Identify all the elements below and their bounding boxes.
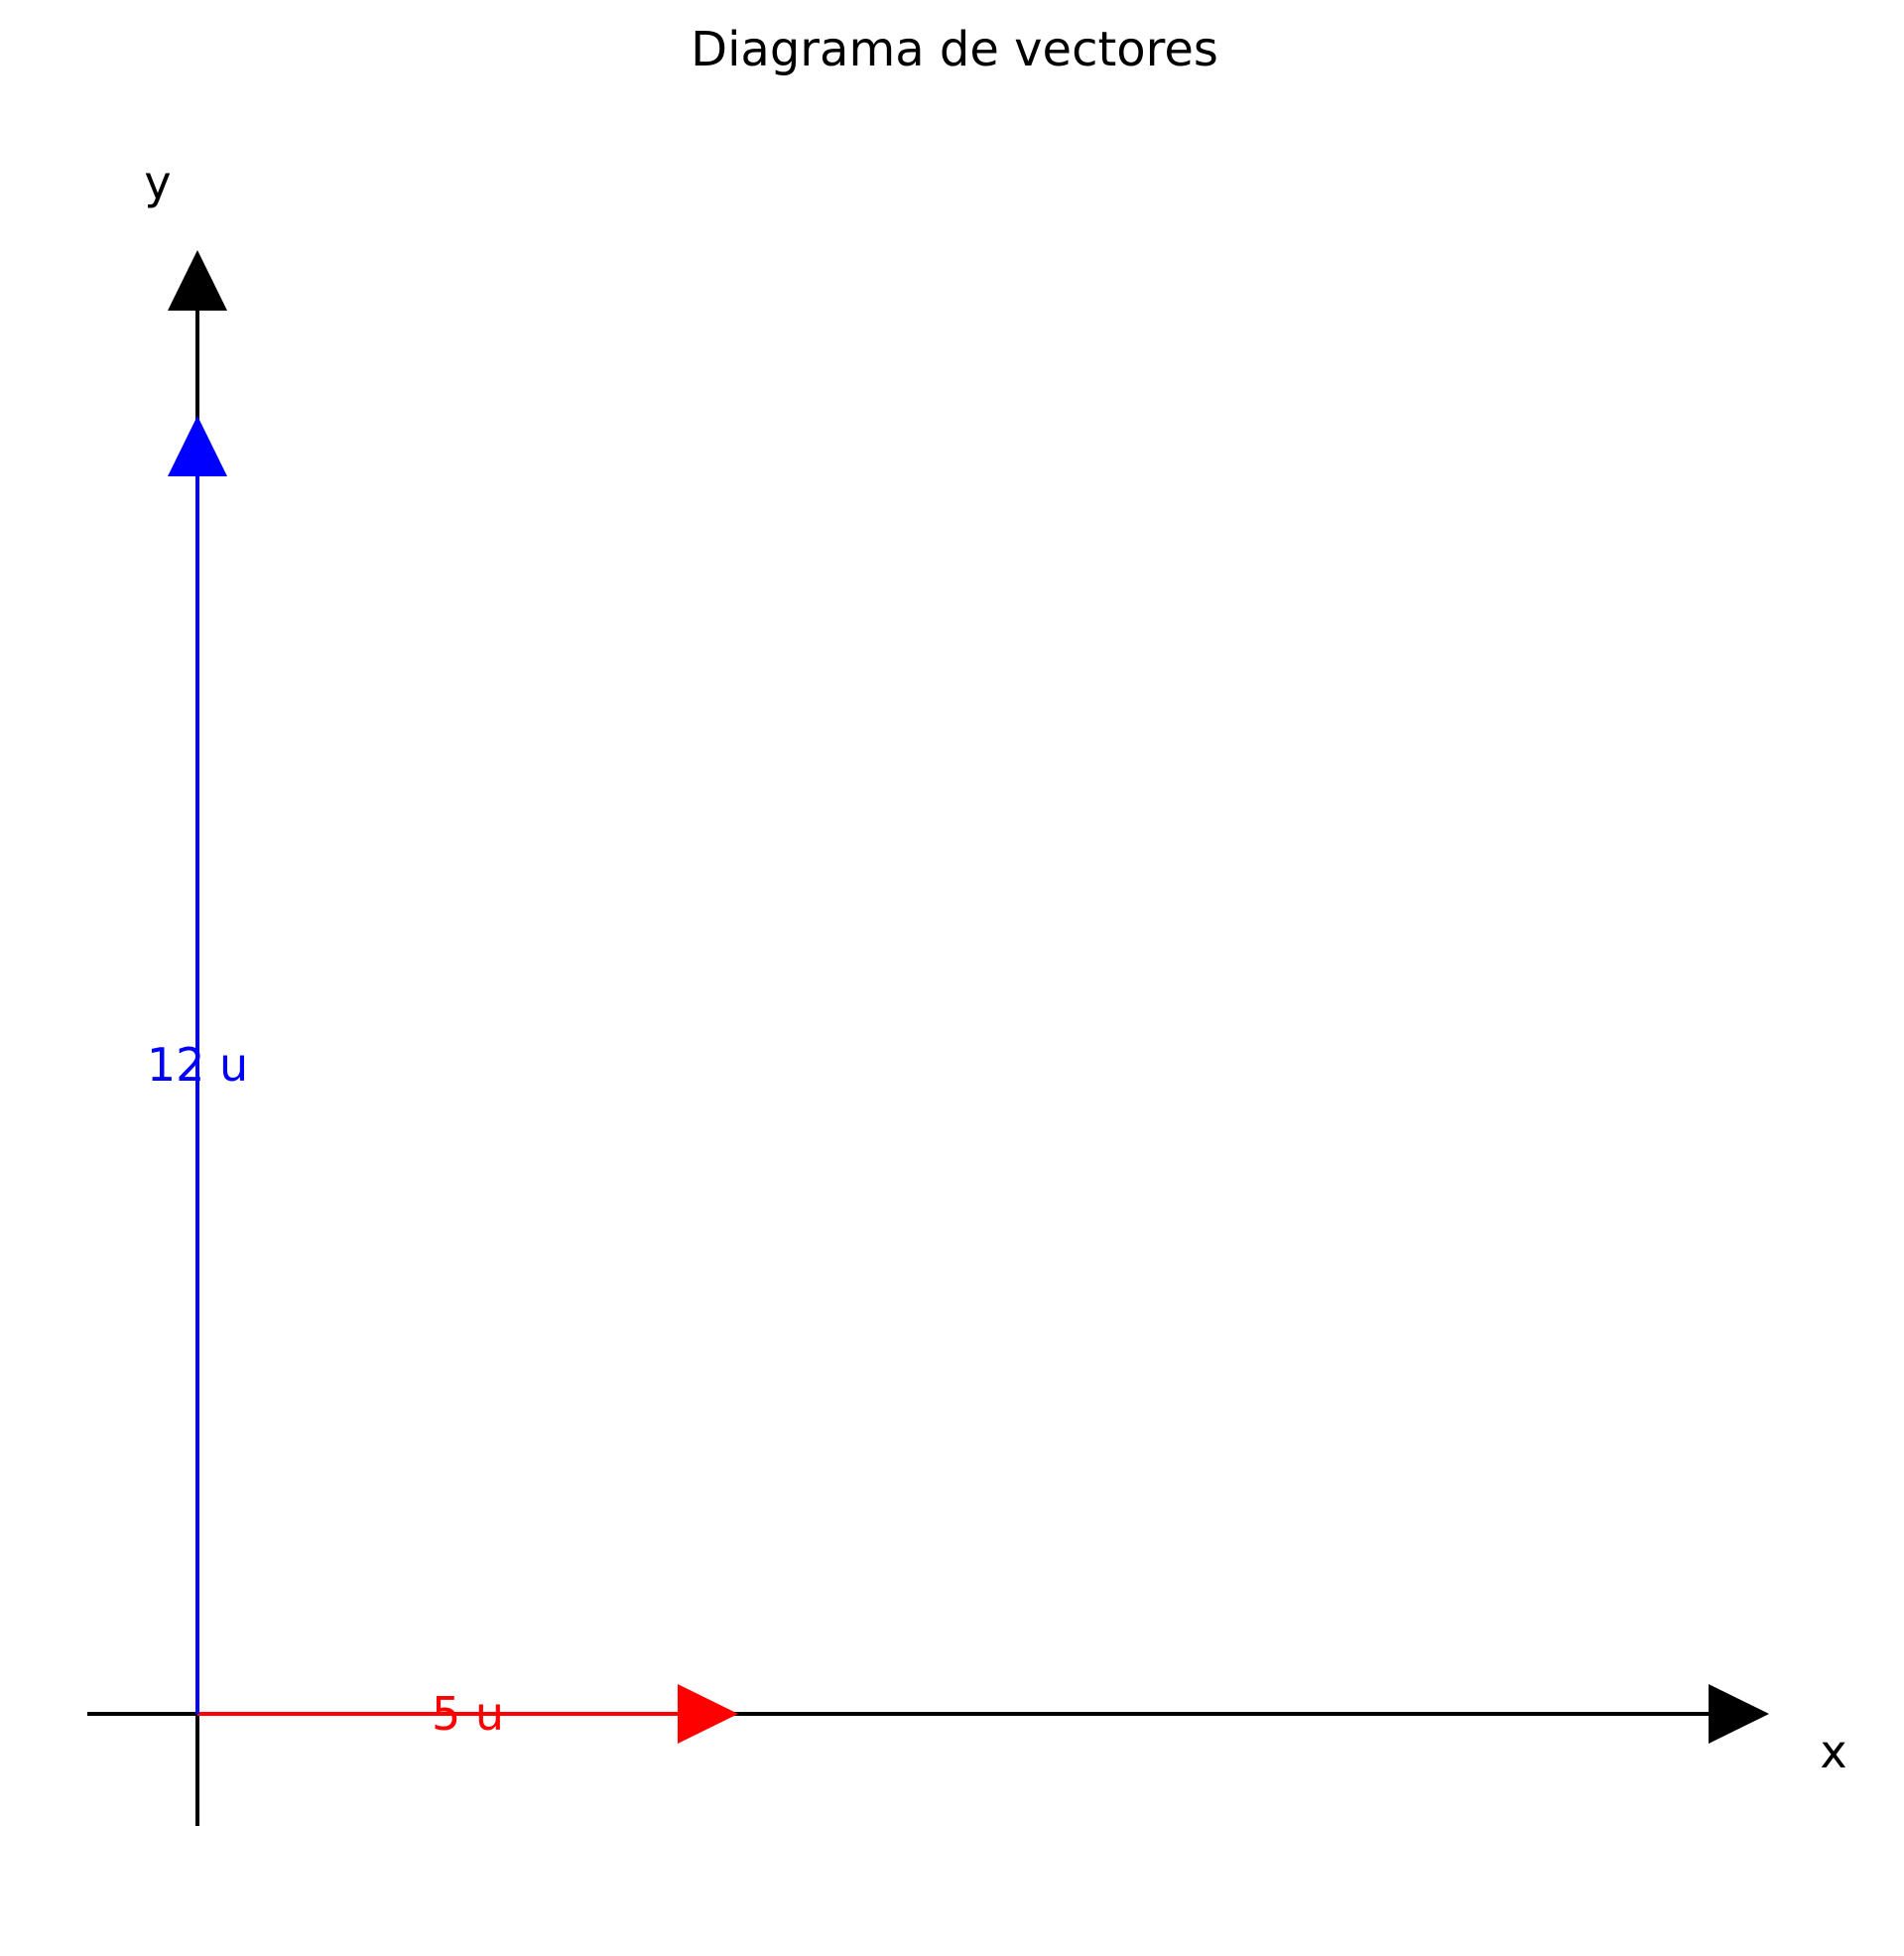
x-axis: x — [87, 1684, 1847, 1778]
y-axis-arrowhead — [168, 250, 227, 311]
vectors: 5 u 12 u — [147, 416, 738, 1744]
vector-arrowhead-horizontal — [678, 1684, 738, 1744]
diagram-title: Diagrama de vectores — [691, 22, 1218, 77]
vector-arrowhead-vertical — [168, 416, 227, 476]
x-axis-label: x — [1820, 1725, 1846, 1778]
vector-horizontal: 5 u — [197, 1684, 738, 1744]
y-axis: y — [144, 156, 227, 1826]
y-axis-label: y — [144, 156, 171, 209]
vector-label-vertical: 12 u — [147, 1038, 248, 1092]
x-axis-arrowhead — [1709, 1684, 1769, 1744]
vector-label-horizontal: 5 u — [432, 1687, 504, 1741]
vector-vertical: 12 u — [147, 416, 248, 1714]
